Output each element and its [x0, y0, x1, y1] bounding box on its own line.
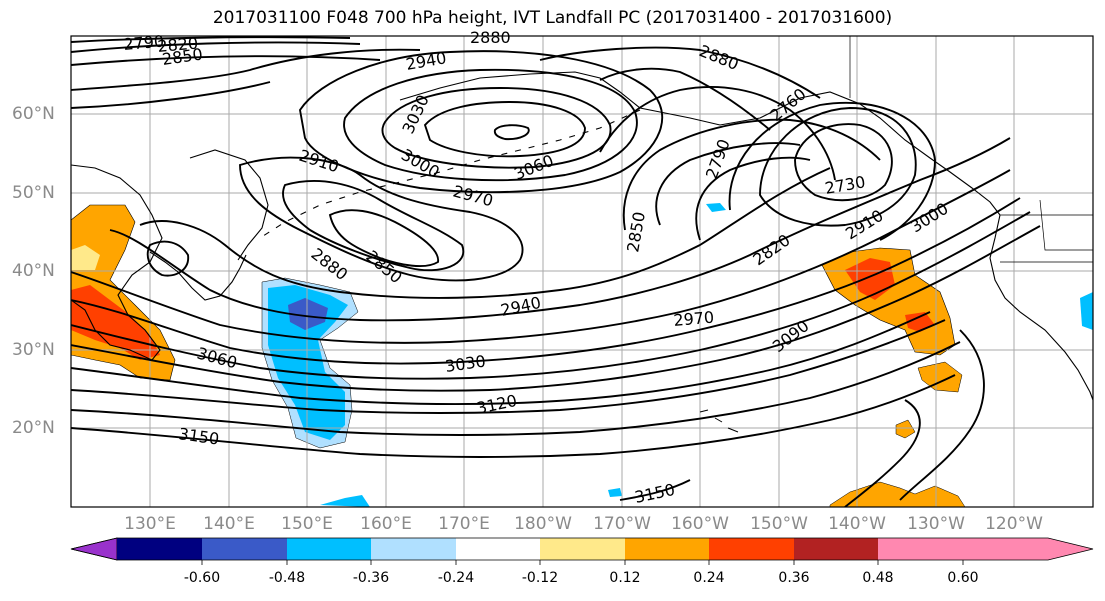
shade-coast-blue — [1080, 292, 1093, 330]
colorbar-swatch — [371, 538, 456, 560]
colorbar-over-extend — [963, 538, 1093, 560]
colorbar-tick-label: -0.36 — [352, 570, 390, 586]
coast-aleutians — [259, 109, 641, 239]
colorbar-tick-label: -0.12 — [521, 570, 559, 586]
coast-kamchatka — [189, 149, 269, 261]
coast-northamerica — [989, 214, 1093, 401]
height-contours — [71, 36, 1041, 507]
shade-small-blue-2 — [320, 495, 370, 507]
colorbar-swatch — [794, 538, 878, 560]
colorbar-under-extend — [70, 537, 118, 561]
lat-label: 60°N — [12, 104, 55, 124]
coast-japan — [149, 251, 247, 301]
colorbar-ticks — [201, 560, 964, 565]
colorbar-swatch — [540, 538, 625, 560]
map-title: 2017031100 F048 700 hPa height, IVT Land… — [212, 8, 893, 28]
lon-label: 150°W — [750, 514, 808, 534]
colorbar-swatch — [287, 538, 371, 560]
coast-canada-border — [849, 36, 1093, 263]
lat-label: 30°N — [12, 340, 55, 360]
lon-label: 130°E — [124, 514, 176, 534]
colorbar-tick-label: 0.12 — [609, 570, 641, 586]
colorbar-tick-label: 0.60 — [947, 570, 979, 586]
shade-central-darkblue — [288, 298, 328, 330]
colorbar-swatch — [117, 538, 202, 560]
shade-small-orange — [895, 419, 916, 439]
contour-label: 2790 — [123, 32, 165, 54]
shade-south-orange — [829, 481, 966, 507]
colorbar-outline — [70, 537, 1094, 561]
lat-label: 20°N — [12, 418, 55, 438]
lon-label: 140°W — [828, 514, 886, 534]
shade-small-blue-1 — [706, 203, 726, 212]
lat-label: 40°N — [12, 261, 55, 281]
colorbar-swatch — [709, 538, 794, 560]
coast-hawaii — [699, 409, 739, 433]
colorbar-tick-label: -0.24 — [437, 570, 475, 586]
coast-asia — [71, 164, 163, 361]
contour-label: 2820 — [157, 34, 199, 56]
lon-label: 130°W — [907, 514, 965, 534]
shade-west-yellow — [71, 245, 100, 270]
shaded-ivt-regions — [71, 203, 1093, 507]
contour-label: 2970 — [673, 308, 715, 330]
colorbar-tick-label: -0.48 — [268, 570, 306, 586]
colorbar-tick-label: 0.48 — [862, 570, 894, 586]
colorbar — [70, 537, 1094, 565]
shade-small-blue-3 — [608, 488, 622, 497]
colorbar-tick-label: 0.24 — [693, 570, 725, 586]
graticule — [71, 36, 1093, 507]
lon-label: 120°W — [985, 514, 1043, 534]
colorbar-swatch — [456, 538, 540, 560]
colorbar-tick-label: -0.60 — [183, 570, 221, 586]
lon-label: 170°E — [438, 514, 490, 534]
colorbar-swatch — [878, 538, 963, 560]
lon-label: 170°W — [593, 514, 651, 534]
lon-label: 150°E — [281, 514, 333, 534]
shade-central-blue — [268, 285, 348, 440]
colorbar-tick-label: 0.36 — [778, 570, 810, 586]
lat-label: 50°N — [12, 183, 55, 203]
lon-label: 160°W — [671, 514, 729, 534]
colorbar-swatch — [202, 538, 287, 560]
lon-label: 160°E — [360, 514, 412, 534]
colorbar-swatch — [625, 538, 709, 560]
lon-label: 140°E — [203, 514, 255, 534]
map-frame — [70, 35, 1094, 508]
contour-label: 2880 — [470, 28, 511, 47]
shade-southeast-orange — [917, 361, 963, 393]
lon-label: 180°W — [514, 514, 572, 534]
